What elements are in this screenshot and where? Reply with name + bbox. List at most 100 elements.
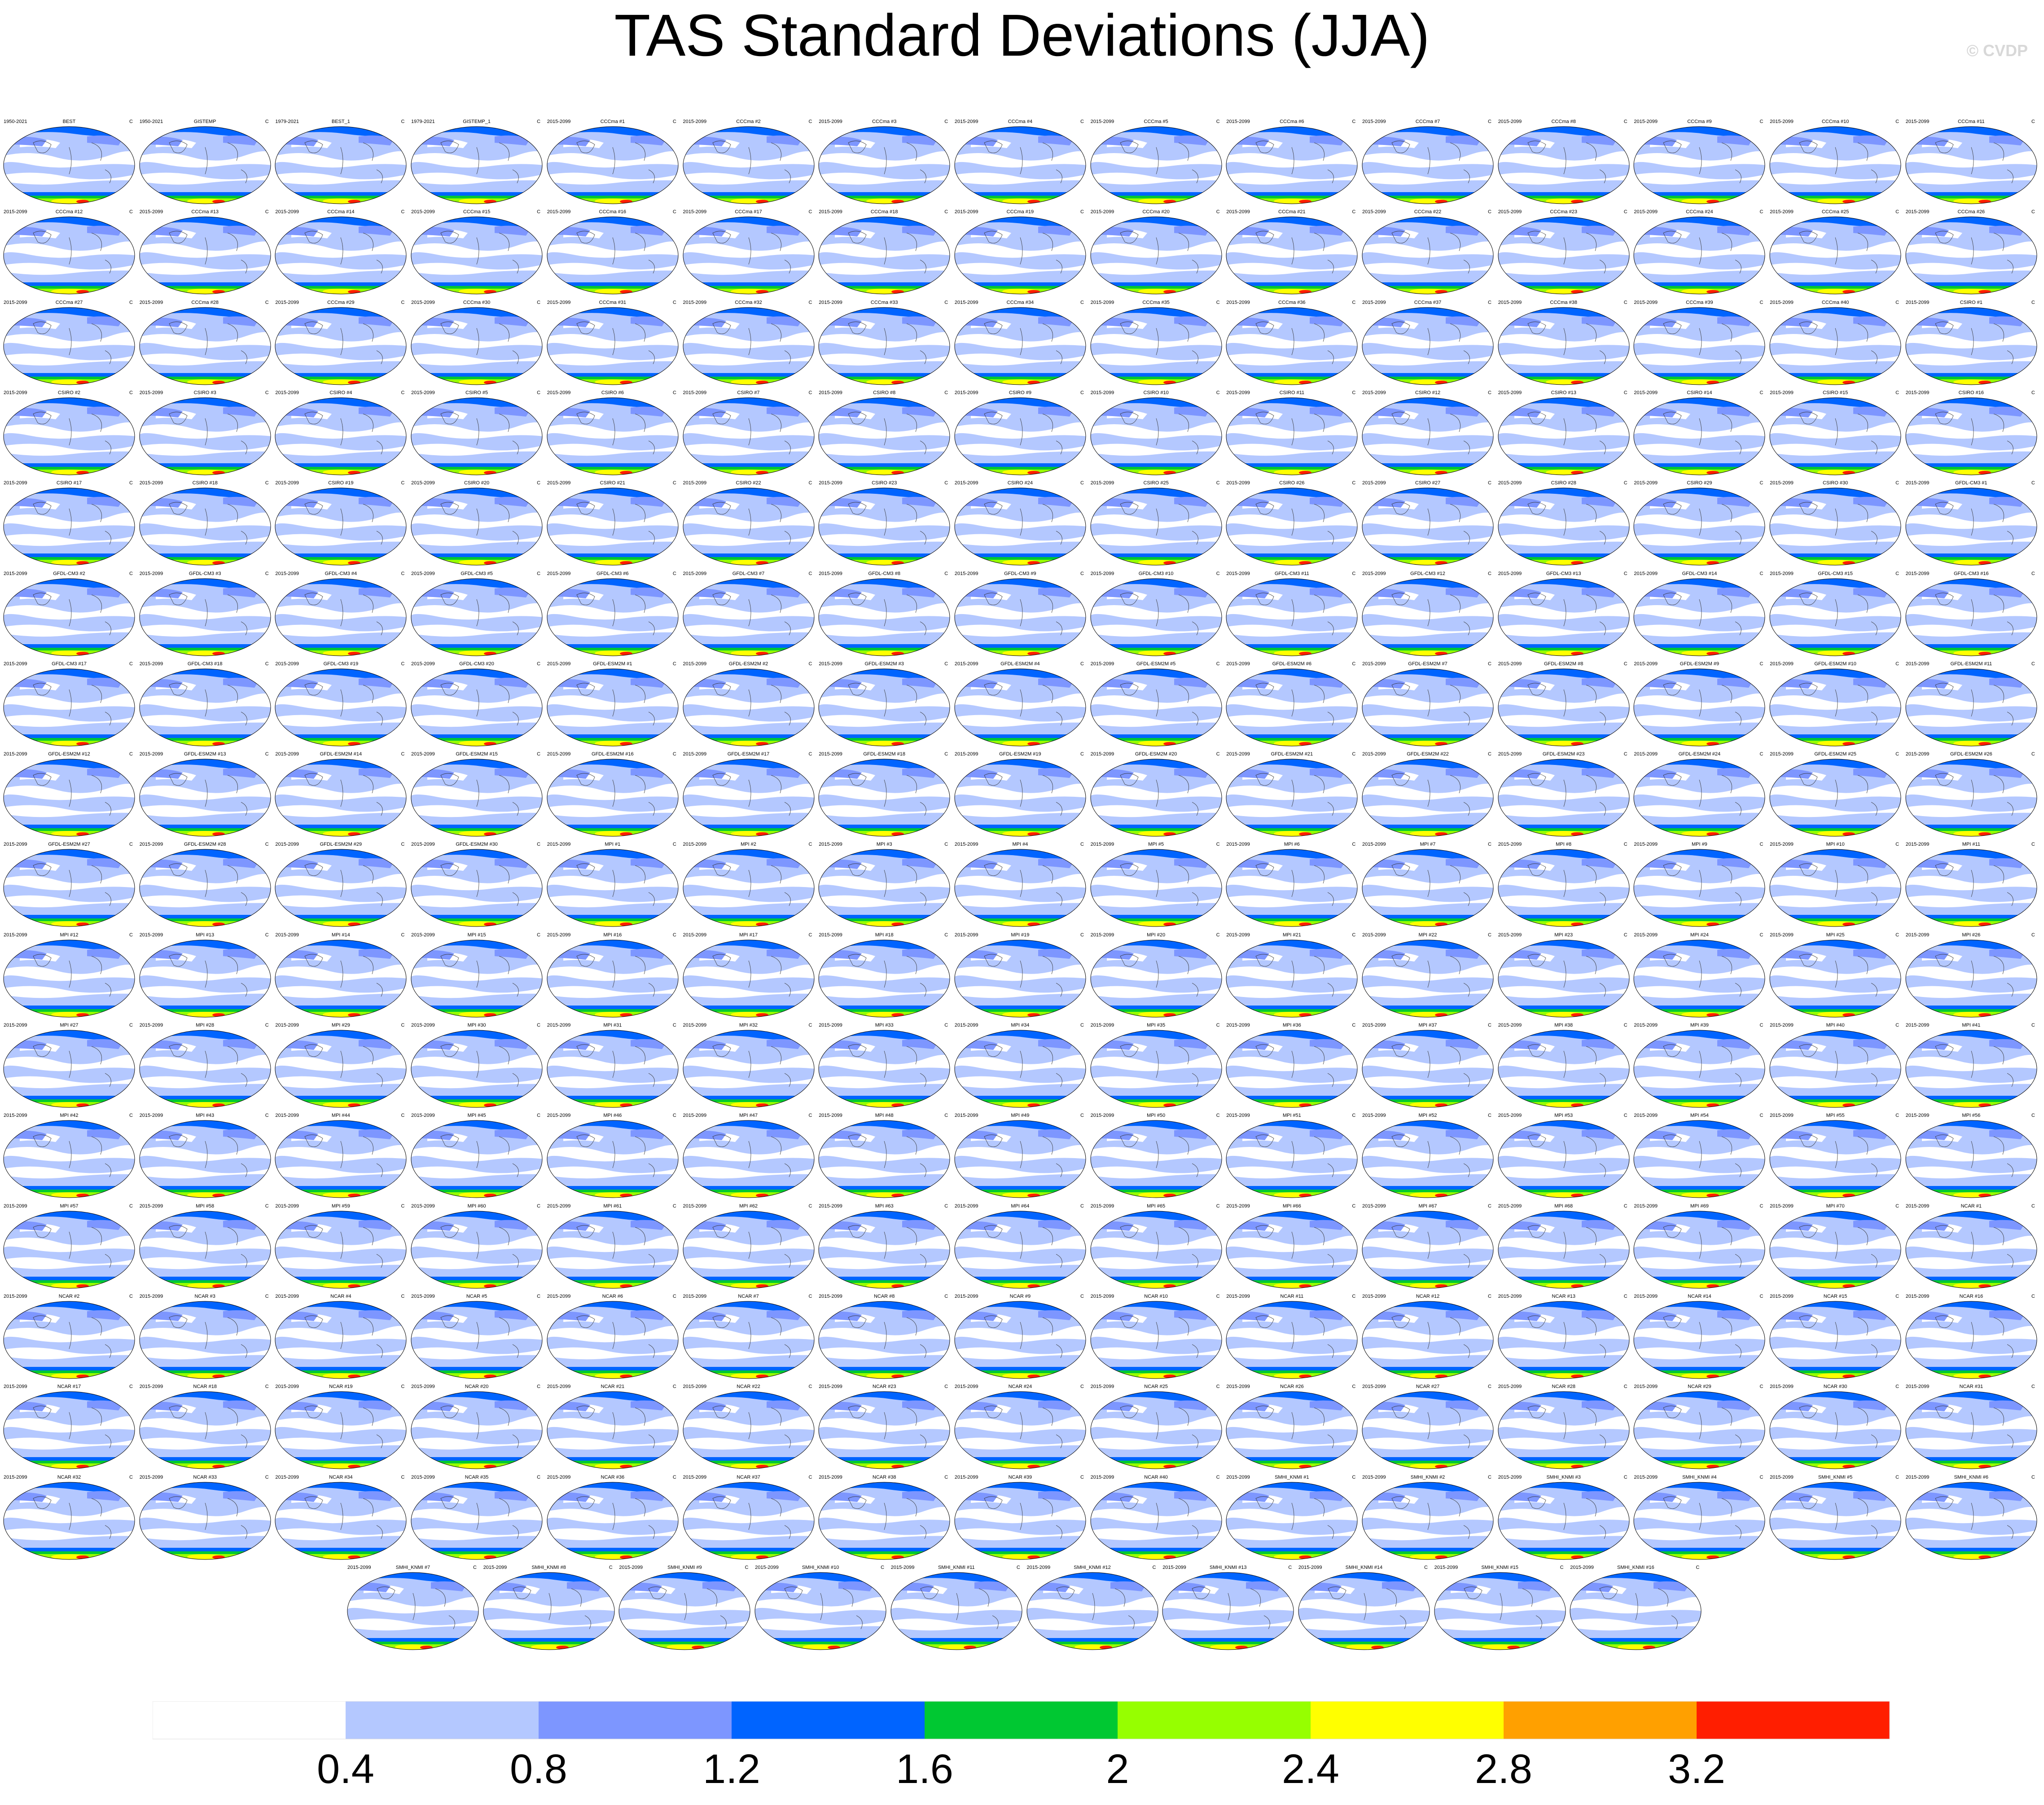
map-panel: 2015-2099 CCCma #32 C [681, 299, 816, 387]
panel-unit: C [1352, 751, 1356, 757]
panel-title: MPI #70 [1826, 1203, 1845, 1209]
globe-map [1226, 849, 1358, 927]
panel-period: 2015-2099 [1770, 480, 1794, 486]
map-panel: 2015-2099 CCCma #9 C [1632, 118, 1767, 206]
map-panel: 2015-2099 CSIRO #24 C [953, 479, 1088, 568]
panel-title: CSIRO #4 [329, 390, 352, 395]
panel-unit: C [1352, 571, 1356, 576]
panel-title: CSIRO #1 [1960, 299, 1983, 305]
panel-unit: C [1488, 1203, 1491, 1209]
map-panel: 2015-2099 MPI #67 C [1360, 1202, 1495, 1291]
map-panel: 2015-2099 CSIRO #5 C [409, 389, 544, 478]
panel-period: 2015-2099 [1770, 932, 1794, 938]
map-panel: 2015-2099 SMHI_KNMI #12 C [1025, 1563, 1160, 1652]
globe-map [1090, 578, 1222, 656]
panel-unit: C [1488, 1474, 1491, 1480]
panel-period: 2015-2099 [1634, 1023, 1658, 1028]
map-panel: 2015-2099 MPI #53 C [1496, 1111, 1631, 1200]
panel-unit: C [1488, 299, 1491, 305]
panel-title: NCAR #14 [1688, 1293, 1711, 1299]
panel-unit: C [1216, 390, 1220, 395]
panel-unit: C [401, 1474, 405, 1480]
globe-map [1905, 307, 2037, 385]
panel-period: 2015-2099 [139, 932, 163, 938]
globe-map [1090, 216, 1222, 294]
panel-period: 2015-2099 [1634, 480, 1658, 486]
globe-map [818, 126, 950, 204]
panel-unit: C [1216, 751, 1220, 757]
panel-period: 2015-2099 [1226, 1023, 1250, 1028]
panel-title: CCCma #33 [870, 299, 898, 305]
map-panel: 2015-2099 CCCma #11 C [1904, 118, 2039, 206]
map-panel: 2015-2099 CCCma #40 C [1768, 299, 1903, 387]
map-panel: 2015-2099 GFDL-CM3 #9 C [953, 570, 1088, 659]
panel-period: 2015-2099 [1905, 751, 1930, 757]
panel-period: 2015-2099 [1498, 1113, 1522, 1119]
panel-period: 2015-2099 [1905, 1293, 1930, 1299]
panel-period: 2015-2099 [1634, 842, 1658, 848]
map-panel: 2015-2099 GFDL-ESM2M #9 C [1632, 660, 1767, 749]
map-panel: 2015-2099 CCCma #15 C [409, 208, 544, 297]
map-panel: 2015-2099 GFDL-CM3 #8 C [817, 570, 952, 659]
map-panel: 2015-2099 GFDL-ESM2M #18 C [817, 750, 952, 839]
map-panel: 2015-2099 CCCma #35 C [1089, 299, 1224, 387]
globe-map [954, 759, 1086, 837]
globe-map [1498, 1030, 1630, 1108]
map-panel: 2015-2099 CCCma #36 C [1224, 299, 1359, 387]
panel-title: GFDL-ESM2M #15 [456, 751, 498, 757]
panel-unit: C [1080, 480, 1084, 486]
globe-map [1498, 849, 1630, 927]
map-panel: 2015-2099 MPI #29 C [273, 1021, 408, 1110]
panel-period: 2015-2099 [819, 480, 842, 486]
globe-map [818, 1391, 950, 1469]
panel-title: GFDL-CM3 #8 [868, 571, 900, 576]
colorbar-tick-label: 0.4 [317, 1746, 374, 1792]
panel-title: SMHI_KNMI #14 [1345, 1564, 1383, 1570]
panel-period: 2015-2099 [4, 390, 27, 395]
map-panel: 2015-2099 CSIRO #4 C [273, 389, 408, 478]
map-panel: 2015-2099 MPI #2 C [681, 840, 816, 929]
panel-unit: C [1895, 932, 1899, 938]
panel-title: CCCma #32 [735, 299, 762, 305]
map-panel: 2015-2099 GFDL-CM3 #5 C [409, 570, 544, 659]
panel-unit: C [672, 1203, 676, 1209]
panel-unit: C [1488, 209, 1491, 215]
panel-period: 2015-2099 [1498, 1474, 1522, 1480]
globe-map [1769, 1391, 1901, 1469]
map-panel: 2015-2099 NCAR #35 C [409, 1473, 544, 1562]
panel-unit: C [1623, 932, 1627, 938]
panel-unit: C [401, 480, 405, 486]
panel-period: 2015-2099 [755, 1564, 779, 1570]
panel-unit: C [1352, 299, 1356, 305]
panel-unit: C [672, 1023, 676, 1028]
panel-unit: C [1216, 1023, 1220, 1028]
panel-period: 2015-2099 [1905, 1474, 1930, 1480]
panel-unit: C [537, 1293, 541, 1299]
panel-period: 2015-2099 [4, 1113, 27, 1119]
panel-unit: C [401, 1293, 405, 1299]
panel-period: 2015-2099 [275, 1474, 299, 1480]
panel-period: 2015-2099 [1770, 751, 1794, 757]
map-panel: 2015-2099 GFDL-ESM2M #15 C [409, 750, 544, 839]
map-panel: 2015-2099 SMHI_KNMI #4 C [1632, 1473, 1767, 1562]
panel-unit: C [2031, 751, 2035, 757]
panel-period: 2015-2099 [819, 842, 842, 848]
panel-title: SMHI_KNMI #9 [667, 1564, 702, 1570]
map-panel: 2015-2099 SMHI_KNMI #14 C [1297, 1563, 1431, 1652]
panel-unit: C [944, 1113, 948, 1119]
map-panel: 2015-2099 CSIRO #1 C [1904, 299, 2039, 387]
panel-title: CCCma #18 [870, 209, 898, 215]
panel-period: 2015-2099 [954, 1203, 978, 1209]
panel-title: GFDL-CM3 #15 [1818, 571, 1853, 576]
panel-unit: C [1759, 1113, 1763, 1119]
panel-unit: C [1623, 1474, 1627, 1480]
map-panel: 2015-2099 MPI #61 C [545, 1202, 680, 1291]
panel-unit: C [537, 119, 541, 124]
panel-title: GFDL-CM3 #11 [1274, 571, 1309, 576]
panel-unit: C [1352, 1113, 1356, 1119]
map-panel: 2015-2099 SMHI_KNMI #5 C [1768, 1473, 1903, 1562]
map-panel: 2015-2099 GFDL-ESM2M #10 C [1768, 660, 1903, 749]
globe-map [3, 759, 135, 837]
panel-unit: C [944, 1474, 948, 1480]
panel-period: 2015-2099 [683, 1023, 707, 1028]
